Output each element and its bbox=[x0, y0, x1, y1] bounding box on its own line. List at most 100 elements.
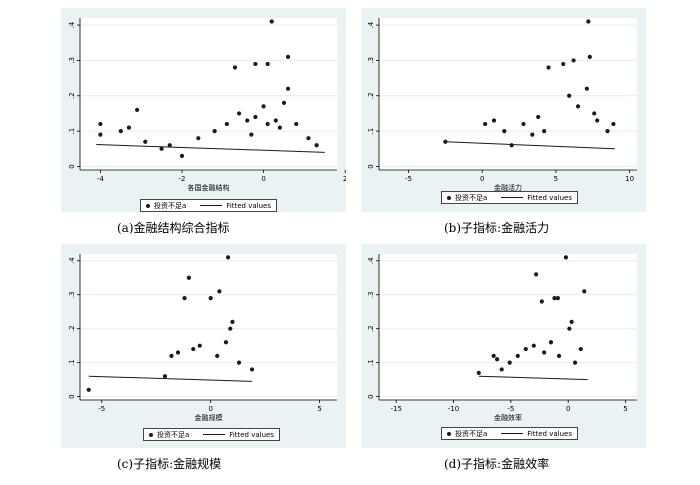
data-point bbox=[595, 118, 600, 123]
data-point bbox=[162, 374, 168, 379]
legend-label-line: Fitted values bbox=[527, 429, 572, 438]
x-axis-label: 金融效率 bbox=[494, 413, 522, 422]
legend-a: 投资不足a Fitted values bbox=[140, 199, 277, 212]
x-tick-label: 2 bbox=[343, 175, 346, 183]
data-point bbox=[605, 129, 610, 134]
data-point bbox=[212, 129, 217, 134]
legend-marker-points bbox=[447, 431, 451, 436]
data-point bbox=[197, 343, 202, 348]
y-tick-label: .1 bbox=[367, 128, 375, 135]
data-point bbox=[277, 125, 282, 130]
data-point bbox=[314, 143, 319, 148]
data-point bbox=[542, 350, 547, 355]
data-point bbox=[587, 54, 592, 59]
legend-marker-line bbox=[203, 434, 226, 435]
data-point bbox=[191, 346, 196, 352]
data-point bbox=[169, 353, 174, 358]
x-axis-label: 金融活力 bbox=[494, 183, 522, 192]
y-tick-label: .4 bbox=[68, 257, 76, 264]
data-point bbox=[575, 104, 581, 109]
chart-svg-b: 0 .1 .2 .3 .4 -5 0 5 10 金融活力 bbox=[367, 18, 637, 192]
y-tick-label: .4 bbox=[367, 257, 375, 264]
legend-label-points: 投资不足a bbox=[154, 201, 187, 210]
data-point bbox=[567, 93, 572, 98]
y-tick-label: .3 bbox=[68, 291, 76, 298]
data-point bbox=[491, 118, 497, 123]
legend-d: 投资不足a Fitted values bbox=[441, 427, 578, 440]
data-point bbox=[159, 146, 164, 151]
x-tick-label: 5 bbox=[554, 175, 558, 183]
data-point bbox=[572, 360, 578, 365]
data-point bbox=[521, 121, 526, 127]
x-tick-label: 5 bbox=[317, 405, 321, 413]
data-point bbox=[499, 367, 504, 372]
data-point bbox=[143, 139, 148, 144]
x-tick-label: -15 bbox=[390, 405, 401, 413]
data-point bbox=[509, 143, 514, 148]
data-point bbox=[253, 61, 258, 67]
caption-d: (d)子指标:金融效率 bbox=[444, 457, 550, 471]
caption-c: (c)子指标:金融规模 bbox=[117, 457, 222, 471]
data-point bbox=[502, 129, 507, 134]
data-point bbox=[86, 387, 91, 392]
data-point bbox=[495, 357, 500, 362]
x-tick-label: 10 bbox=[625, 175, 634, 183]
plot-area bbox=[379, 254, 637, 400]
data-point bbox=[306, 136, 311, 141]
data-point bbox=[249, 132, 254, 137]
data-point bbox=[98, 132, 103, 137]
data-point bbox=[569, 319, 574, 325]
data-point bbox=[542, 129, 547, 134]
data-point bbox=[215, 353, 220, 358]
data-point bbox=[208, 296, 213, 301]
x-tick-label: -5 bbox=[507, 405, 514, 413]
data-point bbox=[273, 118, 278, 123]
x-tick-label: -2 bbox=[178, 175, 185, 183]
chart-svg-d: 0 .1 .2 .3 .4 -15 -10 -5 0 5 金融效率 bbox=[367, 254, 637, 422]
data-point bbox=[269, 19, 274, 24]
data-point bbox=[126, 125, 132, 130]
data-point bbox=[556, 353, 562, 358]
y-tick-label: .2 bbox=[68, 92, 76, 99]
y-tick-label: 0 bbox=[367, 394, 375, 398]
y-tick-label: .2 bbox=[367, 92, 375, 99]
legend-b: 投资不足a Fitted values bbox=[441, 191, 578, 204]
data-point bbox=[578, 346, 583, 352]
legend-label-points: 投资不足a bbox=[455, 429, 488, 438]
chart-svg-a: 0 .1 .2 .3 .4 -4 -2 0 2 各国金融结构 bbox=[68, 18, 346, 192]
data-point bbox=[531, 343, 536, 348]
data-point bbox=[253, 114, 258, 120]
data-point bbox=[507, 360, 512, 365]
data-point bbox=[285, 54, 291, 59]
data-point bbox=[249, 367, 255, 372]
data-point bbox=[476, 370, 481, 375]
y-tick-label: 0 bbox=[367, 164, 375, 168]
data-point bbox=[285, 86, 291, 91]
y-tick-label: .1 bbox=[68, 359, 76, 366]
chart-svg-c: 0 .1 .2 .3 .4 -5 0 5 金融规模 bbox=[68, 254, 337, 422]
data-point bbox=[230, 319, 235, 325]
chart-panel-a: 0 .1 .2 .3 .4 -4 -2 0 2 各国金融结构 投资不足a Fitted value… bbox=[61, 8, 346, 212]
data-point bbox=[530, 132, 535, 137]
data-point bbox=[548, 340, 554, 345]
data-point bbox=[236, 360, 242, 365]
x-tick-label: -10 bbox=[448, 405, 459, 413]
legend-marker-line bbox=[501, 197, 524, 198]
data-point bbox=[236, 111, 242, 116]
plot-area bbox=[80, 254, 337, 400]
legend-label-points: 投资不足a bbox=[455, 193, 488, 202]
data-point bbox=[515, 353, 520, 358]
caption-a: (a)金融结构综合指标 bbox=[117, 221, 230, 235]
legend-marker-line bbox=[200, 205, 223, 206]
data-point bbox=[226, 255, 231, 260]
legend-c: 投资不足a Fitted values bbox=[143, 428, 280, 441]
plot-area bbox=[379, 18, 637, 170]
x-tick-label: 0 bbox=[480, 175, 484, 183]
y-tick-label: .1 bbox=[68, 128, 76, 135]
data-point bbox=[281, 100, 287, 105]
data-point bbox=[179, 153, 185, 158]
data-point bbox=[483, 121, 488, 127]
fitted-line bbox=[445, 141, 615, 150]
data-point bbox=[265, 121, 270, 127]
chart-panel-d: 0 .1 .2 .3 .4 -15 -10 -5 0 5 金融效率 投资不足a Fitted val… bbox=[361, 244, 646, 448]
